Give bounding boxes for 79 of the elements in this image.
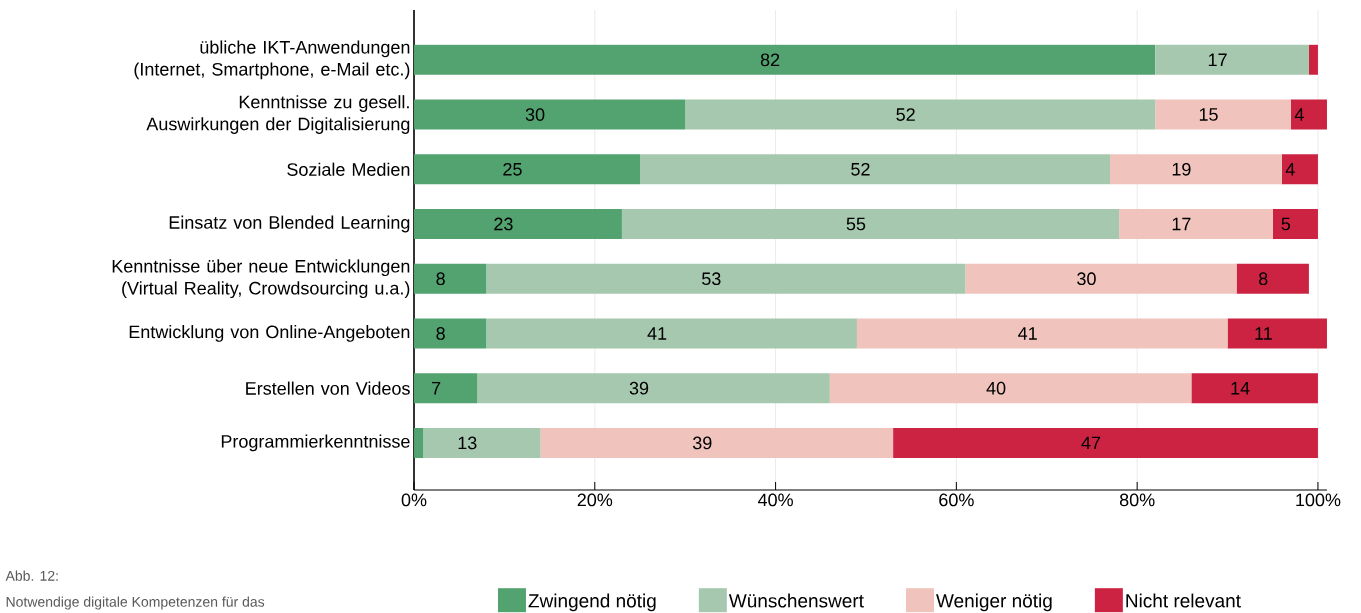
bar: [639, 154, 1111, 185]
bar: [685, 99, 1156, 130]
bar: [1272, 209, 1318, 239]
legend-label: Zwingend nötig: [528, 593, 656, 612]
bar: [414, 263, 487, 294]
bar: [477, 373, 830, 404]
bar: [856, 318, 1228, 349]
data-label: 8: [436, 327, 445, 340]
bar: [486, 263, 966, 294]
text: Notwendige digitale Kompetenzen für das: [6, 596, 265, 610]
y-tick-label: Kenntnisse zu gesell. Auswirkungen der Digitalisierung: [146, 95, 410, 134]
bar: [1191, 373, 1318, 404]
legend-label: Nicht relevant: [1126, 593, 1241, 608]
bar: [414, 318, 487, 349]
x-tick-label: 20%: [577, 493, 613, 507]
data-label: 5: [1281, 217, 1291, 231]
bar: [414, 44, 1156, 75]
data-label: 39: [629, 381, 649, 395]
data-label: 8: [1259, 272, 1268, 286]
data-label: 8: [436, 272, 445, 286]
data-label: 13: [458, 436, 477, 450]
data-label: 41: [647, 327, 667, 340]
bar: [829, 373, 1192, 404]
y-tick-label: Kenntnisse über neue Entwicklungen (Virtual Reality, Crowdsourcing u.a.): [112, 259, 410, 299]
y-tick-label: Soziale Medien: [287, 162, 410, 176]
data-label: 30: [1077, 272, 1096, 286]
data-label: 30: [525, 108, 545, 121]
data-label: 7: [432, 382, 441, 395]
bar: [1227, 318, 1327, 349]
data-label: 47: [1081, 436, 1101, 450]
x-tick-label: 60%: [939, 493, 974, 507]
x-tick-label: 40%: [757, 493, 793, 507]
bar: [414, 99, 686, 130]
y-tick-label: Erstellen von Videos: [246, 381, 410, 395]
bar: [540, 427, 894, 458]
data-label: 11: [1255, 327, 1272, 340]
data-label: 17: [1208, 53, 1227, 66]
bar: [423, 427, 541, 458]
data-label: 19: [1172, 162, 1191, 176]
bar: [414, 209, 622, 239]
bar: [414, 373, 478, 404]
data-label: 4: [1294, 108, 1304, 121]
data-label: 14: [1231, 382, 1250, 395]
data-label: 25: [503, 162, 522, 176]
data-label: 41: [1018, 327, 1037, 340]
legend-label: Weniger nötig: [936, 593, 1052, 612]
y-tick-label: übliche IKT-Anwendungen (Internet, Smartphone, e-Mail etc.): [134, 40, 410, 80]
bar: [1110, 154, 1282, 185]
data-label: 82: [760, 53, 780, 67]
data-label: 17: [1172, 217, 1191, 231]
x-tick-label: 80%: [1119, 493, 1155, 507]
bar: [1155, 44, 1309, 75]
x-tick-label: 0%: [401, 493, 427, 507]
data-label: 40: [986, 381, 1006, 395]
data-label: 53: [702, 272, 721, 286]
y-tick-label: Programmierkenntnisse: [221, 434, 410, 452]
legend-label: Wünschenswert: [728, 593, 864, 608]
data-label: 39: [692, 436, 712, 450]
y-tick-label: Einsatz von Blended Learning: [169, 215, 410, 233]
y-tick-label: Entwicklung von Online-Angeboten: [129, 325, 410, 342]
data-label: 55: [846, 217, 866, 231]
bar: [1308, 44, 1318, 75]
bar: [1236, 263, 1309, 294]
data-label: 52: [896, 108, 915, 121]
data-label: 15: [1199, 108, 1218, 121]
bar: [1155, 99, 1291, 130]
bar: [414, 154, 640, 185]
bar: [1290, 99, 1327, 130]
bar: [621, 209, 1120, 239]
bar: [1119, 209, 1273, 239]
bar: [893, 427, 1318, 458]
caption: Abb. 12:: [5, 570, 58, 581]
bar: [486, 318, 857, 349]
bar: [1281, 154, 1318, 185]
x-tick-label: 100%: [1296, 493, 1341, 507]
bar: [965, 263, 1237, 294]
data-label: 4: [1285, 163, 1295, 176]
data-label: 23: [494, 217, 513, 231]
data-label: 52: [851, 162, 870, 176]
